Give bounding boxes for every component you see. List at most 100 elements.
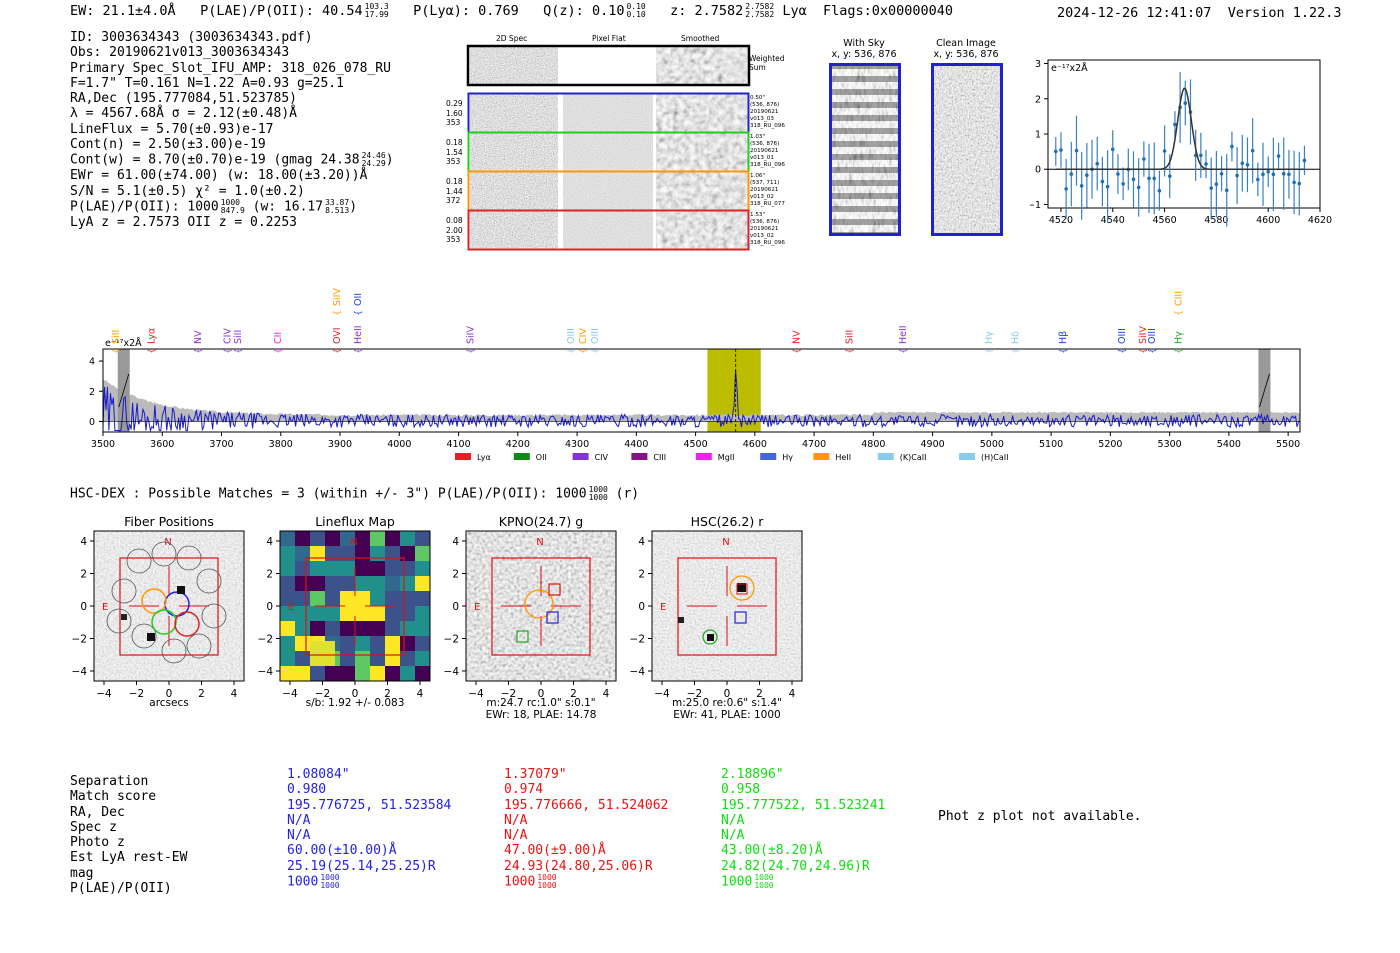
lineflux-pixel [370,531,385,546]
cutout-row-meta: v013_03 [750,116,774,122]
zoom-xtick-label: 4540 [1101,215,1125,226]
lineflux-pixel [385,531,400,546]
panel-xtick-label: −2 [687,688,702,700]
info-contw: Cont(w) = 8.70(±0.70)e-19 (gmag 24.38 [70,152,360,168]
match-table-row-label: RA, Dec [70,804,125,820]
lineflux-pixel [370,606,385,621]
legend-label: CIII [653,453,666,462]
emission-line-label: Hδ [1011,331,1022,344]
hsc-plae-hi: 1000 [588,485,608,494]
info-plae-lo: 847.9 [220,205,245,215]
lineflux-pixel [415,531,430,546]
cutout-row-meta: 0.50" [750,95,766,101]
source-blob [147,633,155,641]
lineflux-pixel [400,546,415,561]
cutout-row-meta: v013_02 [750,194,774,200]
lineflux-pixel [280,636,295,651]
match-table-cell: N/A [721,828,885,843]
header-qz-hi: 0.10 [626,2,646,11]
east-label: E [102,602,108,613]
info-lambda: λ = 4567.68Å σ = 2.12(±0.48)Å [70,106,297,122]
info-zlines: LyA z = 2.7573 OII z = 0.2253 [70,214,297,230]
clean-xy: x, y: 536, 876 [933,49,999,60]
zoom-data-point [1142,157,1146,161]
panel-ytick-label: 4 [638,536,645,548]
zoom-data-point [1105,184,1110,189]
fiber-circle [176,545,202,571]
cutout-row [467,209,750,251]
cutout-row-stat: 1.44 [446,186,463,196]
source-blob [177,586,185,594]
lineflux-pixel [295,651,310,666]
match-marker-red [548,583,561,596]
match-table-labels: Separation Match score RA, Dec Spec z Photo … [70,774,187,896]
emission-line-bracket: { [333,348,343,354]
spec-xtick-label: 4000 [387,439,411,450]
hsc-plae-lo: 1000 [588,493,608,502]
panel-ytick-label: −2 [630,634,645,646]
cutout-row-left-label: 0.08 2.00 353 [446,216,463,245]
zoom-xtick-label: 4560 [1152,215,1176,226]
zoom-data-point [1266,169,1270,174]
zoom-data-point [1297,181,1302,186]
panel-title: Fiber Positions [124,514,214,529]
match-table-column: 1.08084" 0.980 195.776725, 51.523584 N/A N/A… [287,767,451,890]
legend-swatch [695,453,712,460]
fiber-circle-green [151,609,177,635]
panel-ytick-label: 2 [452,569,459,581]
match-table-value: 0.974 [504,782,544,798]
spec-xtick-label: 4100 [446,439,470,450]
legend-label: (H)CaII [981,453,1008,462]
lineflux-pixel [340,576,355,591]
match-table-cell: 0.980 [287,782,451,797]
emission-line-bracket: { [792,348,802,354]
spec-xtick-label: 4300 [565,439,589,450]
panel-image [466,531,616,681]
info-ewr: EWr = 61.00(±74.00) (w: 18.00(±3.20))Å [70,168,368,184]
lineflux-pixel [370,591,385,606]
cutout-grid: 2D Spec Pixel Flat Smoothed [440,32,790,257]
zoom-data-point [1240,161,1245,166]
match-table-cell: 195.776725, 51.523584 [287,798,451,813]
cutout-gap [653,133,656,171]
match-table-value: 0.980 [287,782,327,798]
cutout-row-left-label: 0.29 1.60 353 [446,99,463,128]
panel-ytick-label: −4 [630,666,646,678]
zoom-ytick-label: 2 [1035,94,1041,105]
info-plae-w: (w: 16.17 [252,199,324,215]
legend-swatch [513,453,530,460]
info-obs: Obs: 20190621v013_3003634343 [70,45,290,61]
emission-line-bracket: { [579,348,589,354]
match-table-value: 1.08084" [287,767,350,782]
panel-caption: m:25.0 re:0.6" s:1.4" EWr: 41, PLAE: 1000 [642,697,812,721]
legend-label: Hγ [782,453,793,462]
fiber-circle [201,603,227,629]
hsc-title: HSC-DEX : Possible Matches = 3 (within +… [70,486,587,502]
zoom-data-point [1261,172,1265,177]
cutout-row-meta: v013_02 [750,233,774,239]
lineflux-pixel [400,531,415,546]
lineflux-pixel [310,561,325,576]
spec-xtick-label: 4200 [506,439,530,450]
source-blob [707,634,714,641]
east-label: E [474,602,480,613]
withsky-xy: x, y: 536, 876 [831,49,897,60]
fiber-circle [131,623,157,649]
match-table-cell: N/A [504,813,668,828]
panel-ytick-label: 0 [452,601,459,613]
emission-line-bracket: { [194,348,204,354]
emission-line-bracket: { [223,348,233,354]
lineflux-pixel [280,591,295,606]
info-plae: P(LAE)/P(OII): 1000 [70,199,219,215]
emission-line-bracket: { [274,348,284,354]
cutout-2dspec [470,94,558,132]
lineflux-pixel [355,651,370,666]
fiber-circle [161,638,187,664]
withsky-image [829,63,901,236]
emission-line-bracket: { [1012,348,1022,354]
match-table-row-label: Photo z [70,835,125,851]
lineflux-pixel [415,576,430,591]
match-table-cell: N/A [721,813,885,828]
source-blob [121,614,127,620]
lineflux-pixel [370,561,385,576]
